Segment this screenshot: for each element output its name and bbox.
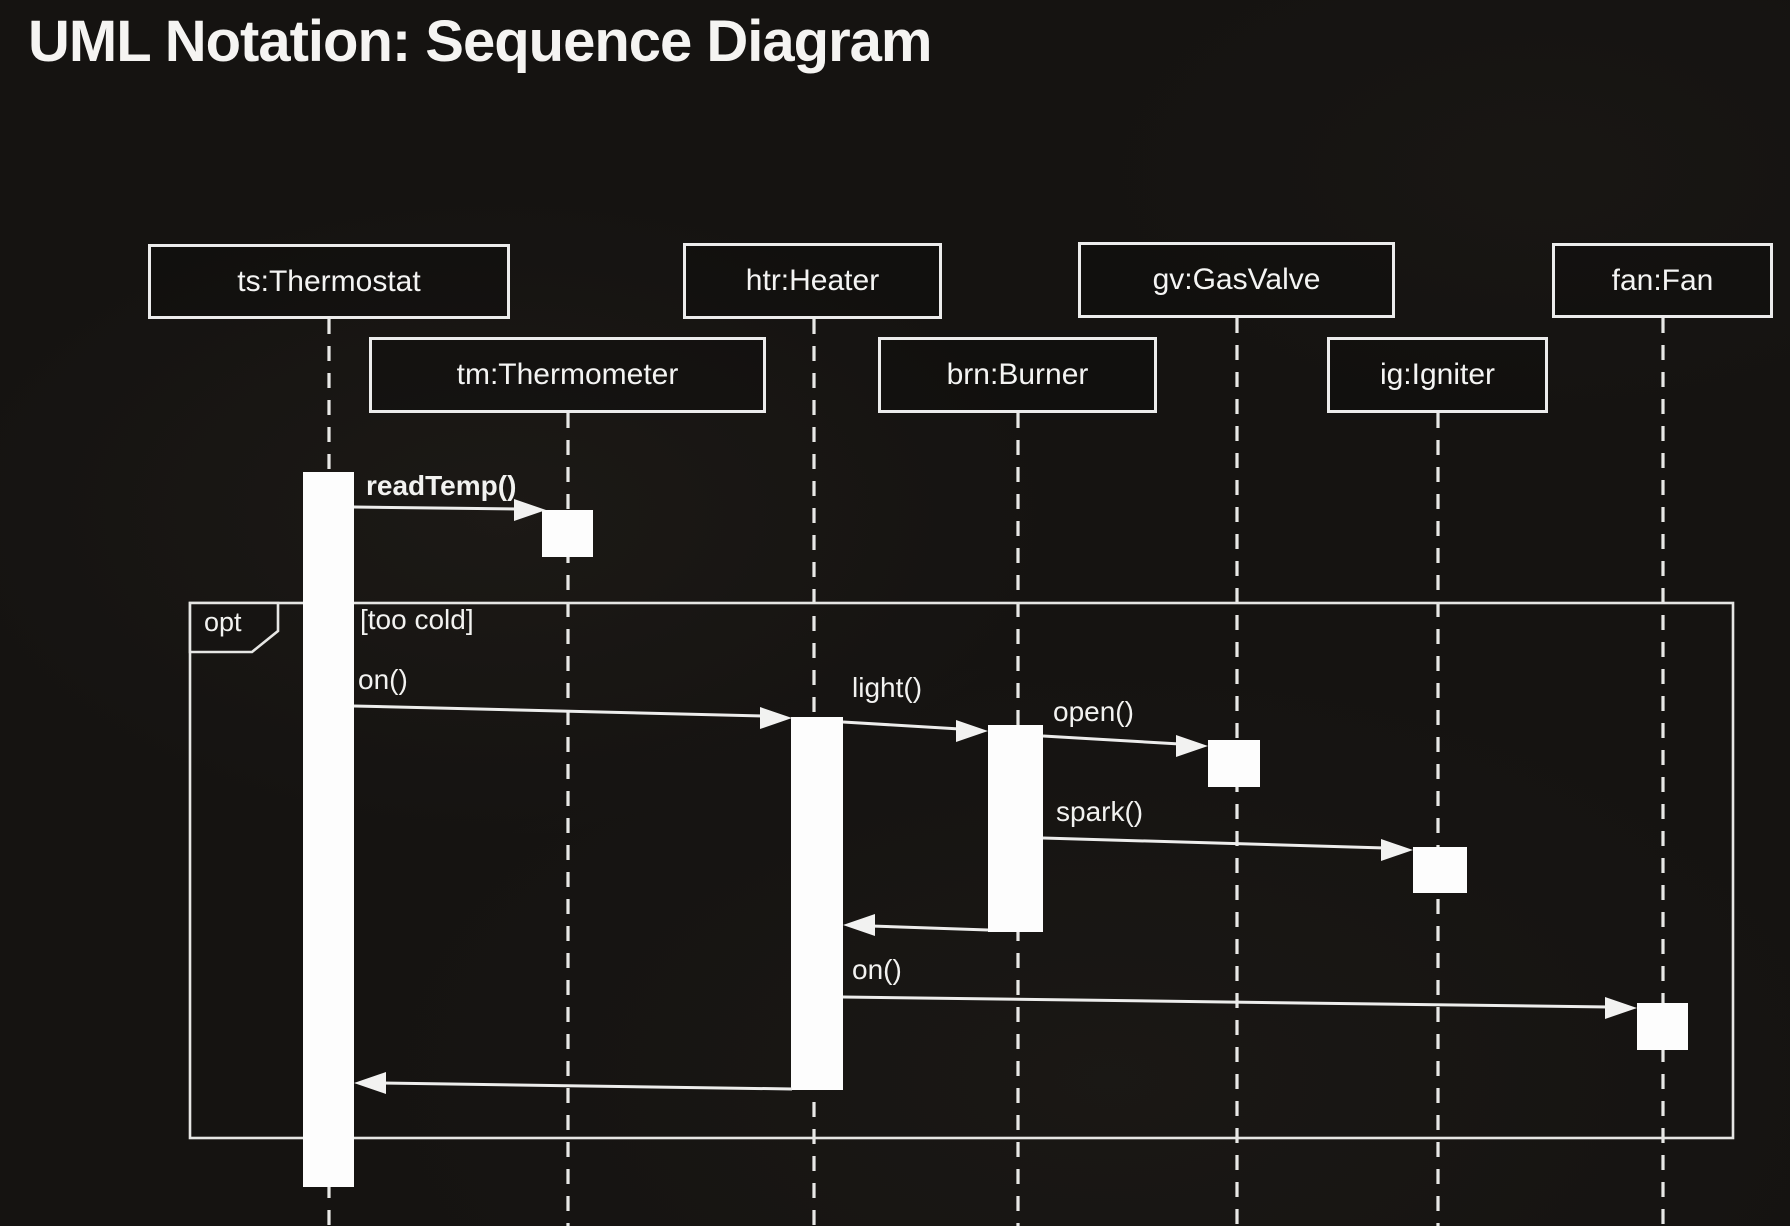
message-line-open — [1042, 734, 1181, 746]
message-label-open: open() — [1053, 696, 1134, 727]
message-line-return-heater-to-thermostat — [381, 1081, 793, 1091]
message-line-return-burner-to-heater — [870, 924, 989, 932]
arrowhead-spark — [1381, 839, 1413, 861]
actor-box-fan-fan: fan:Fan — [1552, 243, 1773, 318]
opt-operator-label: opt — [204, 607, 242, 637]
actor-label-htr: htr:Heater — [745, 264, 880, 297]
message-label-light: light() — [852, 672, 923, 703]
actor-label-brn: brn:Burner — [946, 358, 1089, 391]
page-title: UML Notation: Sequence Diagram — [28, 9, 932, 74]
message-label-spark: spark() — [1056, 796, 1144, 827]
actor-box-ts-thermostat: ts:Thermostat — [148, 244, 510, 319]
message-line-spark — [1042, 836, 1386, 850]
actor-label-tm: tm:Thermometer — [456, 358, 679, 391]
actor-box-tm-thermometer: tm:Thermometer — [369, 337, 766, 413]
arrowhead-light — [956, 720, 988, 742]
arrowhead-return-burner-to-heater — [843, 914, 875, 936]
actor-box-ig-igniter: ig:Igniter — [1327, 337, 1548, 413]
actor-box-gv-gasvalve: gv:GasValve — [1078, 242, 1395, 318]
message-line-on-heater — [353, 704, 765, 718]
actor-box-htr-heater: htr:Heater — [683, 243, 942, 319]
message-line-on-fan — [842, 995, 1610, 1009]
arrowhead-open — [1176, 735, 1208, 757]
message-label-readtemp: readTemp() — [366, 470, 517, 501]
actor-label-fan: fan:Fan — [1611, 263, 1714, 297]
activation-htr — [791, 717, 843, 1090]
message-label-on-fan: on() — [852, 954, 902, 985]
opt-fragment-border — [188, 601, 1735, 1140]
activation-fan — [1637, 1003, 1688, 1050]
arrowhead-on-heater — [760, 707, 792, 729]
message-line-readtemp — [353, 505, 519, 511]
guard-label: [too cold] — [360, 604, 474, 635]
arrowhead-return-heater-to-thermostat — [354, 1072, 386, 1094]
arrowhead-on-fan — [1605, 997, 1637, 1019]
activation-ts — [303, 472, 354, 1187]
activation-brn — [988, 725, 1043, 932]
arrowhead-readtemp — [514, 499, 546, 521]
activation-ig — [1413, 847, 1467, 893]
message-label-on-heater: on() — [358, 664, 408, 695]
actor-label-gv: gv:GasValve — [1152, 263, 1321, 296]
activation-gv — [1208, 740, 1260, 787]
opt-fragment-tab — [188, 601, 280, 654]
activation-tm — [542, 510, 593, 557]
actor-label-ts: ts:Thermostat — [237, 264, 421, 298]
actor-label-ig: ig:Igniter — [1379, 358, 1496, 391]
actor-box-brn-burner: brn:Burner — [878, 337, 1157, 413]
message-line-light — [842, 720, 961, 731]
